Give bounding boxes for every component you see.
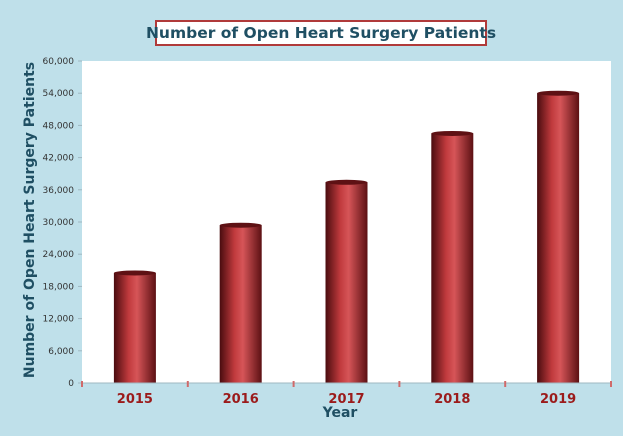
- y-tick-label: 18,000: [43, 282, 75, 292]
- bar-top-cap: [219, 222, 262, 228]
- bar-top-cap: [113, 270, 156, 276]
- bar-2016: [219, 225, 262, 383]
- bar-top-cap: [537, 90, 580, 96]
- y-axis-label: Number of Open Heart Surgery Patients: [22, 61, 38, 379]
- chart-title-box: Number of Open Heart Surgery Patients: [146, 20, 496, 46]
- bars-group: [113, 90, 580, 383]
- y-tick-label: 24,000: [43, 250, 75, 260]
- y-tick-label: 36,000: [43, 186, 75, 196]
- x-tick-label: 2016: [223, 392, 259, 407]
- bar-2015: [113, 272, 156, 383]
- y-tick-label: 54,000: [43, 89, 75, 99]
- x-tick-label: 2018: [434, 392, 470, 407]
- bar-top-cap: [431, 130, 474, 136]
- y-tick-label: 6,000: [48, 347, 74, 357]
- x-tick-label: 2019: [540, 392, 576, 407]
- y-tick-label: 30,000: [43, 218, 75, 228]
- chart-title: Number of Open Heart Surgery Patients: [145, 24, 497, 42]
- bar-2019: [537, 93, 580, 383]
- y-axis-ticks: 0 6,000 12,000 18,000 24,000 30,000 36,000 42,0…: [43, 57, 82, 389]
- bar-2018: [431, 133, 474, 383]
- x-tick-label: 2017: [328, 392, 364, 407]
- y-tick-label: 42,000: [43, 154, 75, 164]
- y-tick-label: 0: [68, 379, 74, 389]
- x-axis-ticks: 2015 2016 2017 2018 2019: [81, 381, 612, 407]
- x-axis-label: Year: [322, 405, 358, 421]
- x-tick-label: 2015: [117, 392, 153, 407]
- bar-top-cap: [325, 179, 368, 185]
- y-tick-label: 48,000: [43, 121, 75, 131]
- y-tick-label: 60,000: [43, 57, 75, 67]
- bar-2017: [325, 182, 368, 383]
- y-tick-label: 12,000: [43, 315, 75, 325]
